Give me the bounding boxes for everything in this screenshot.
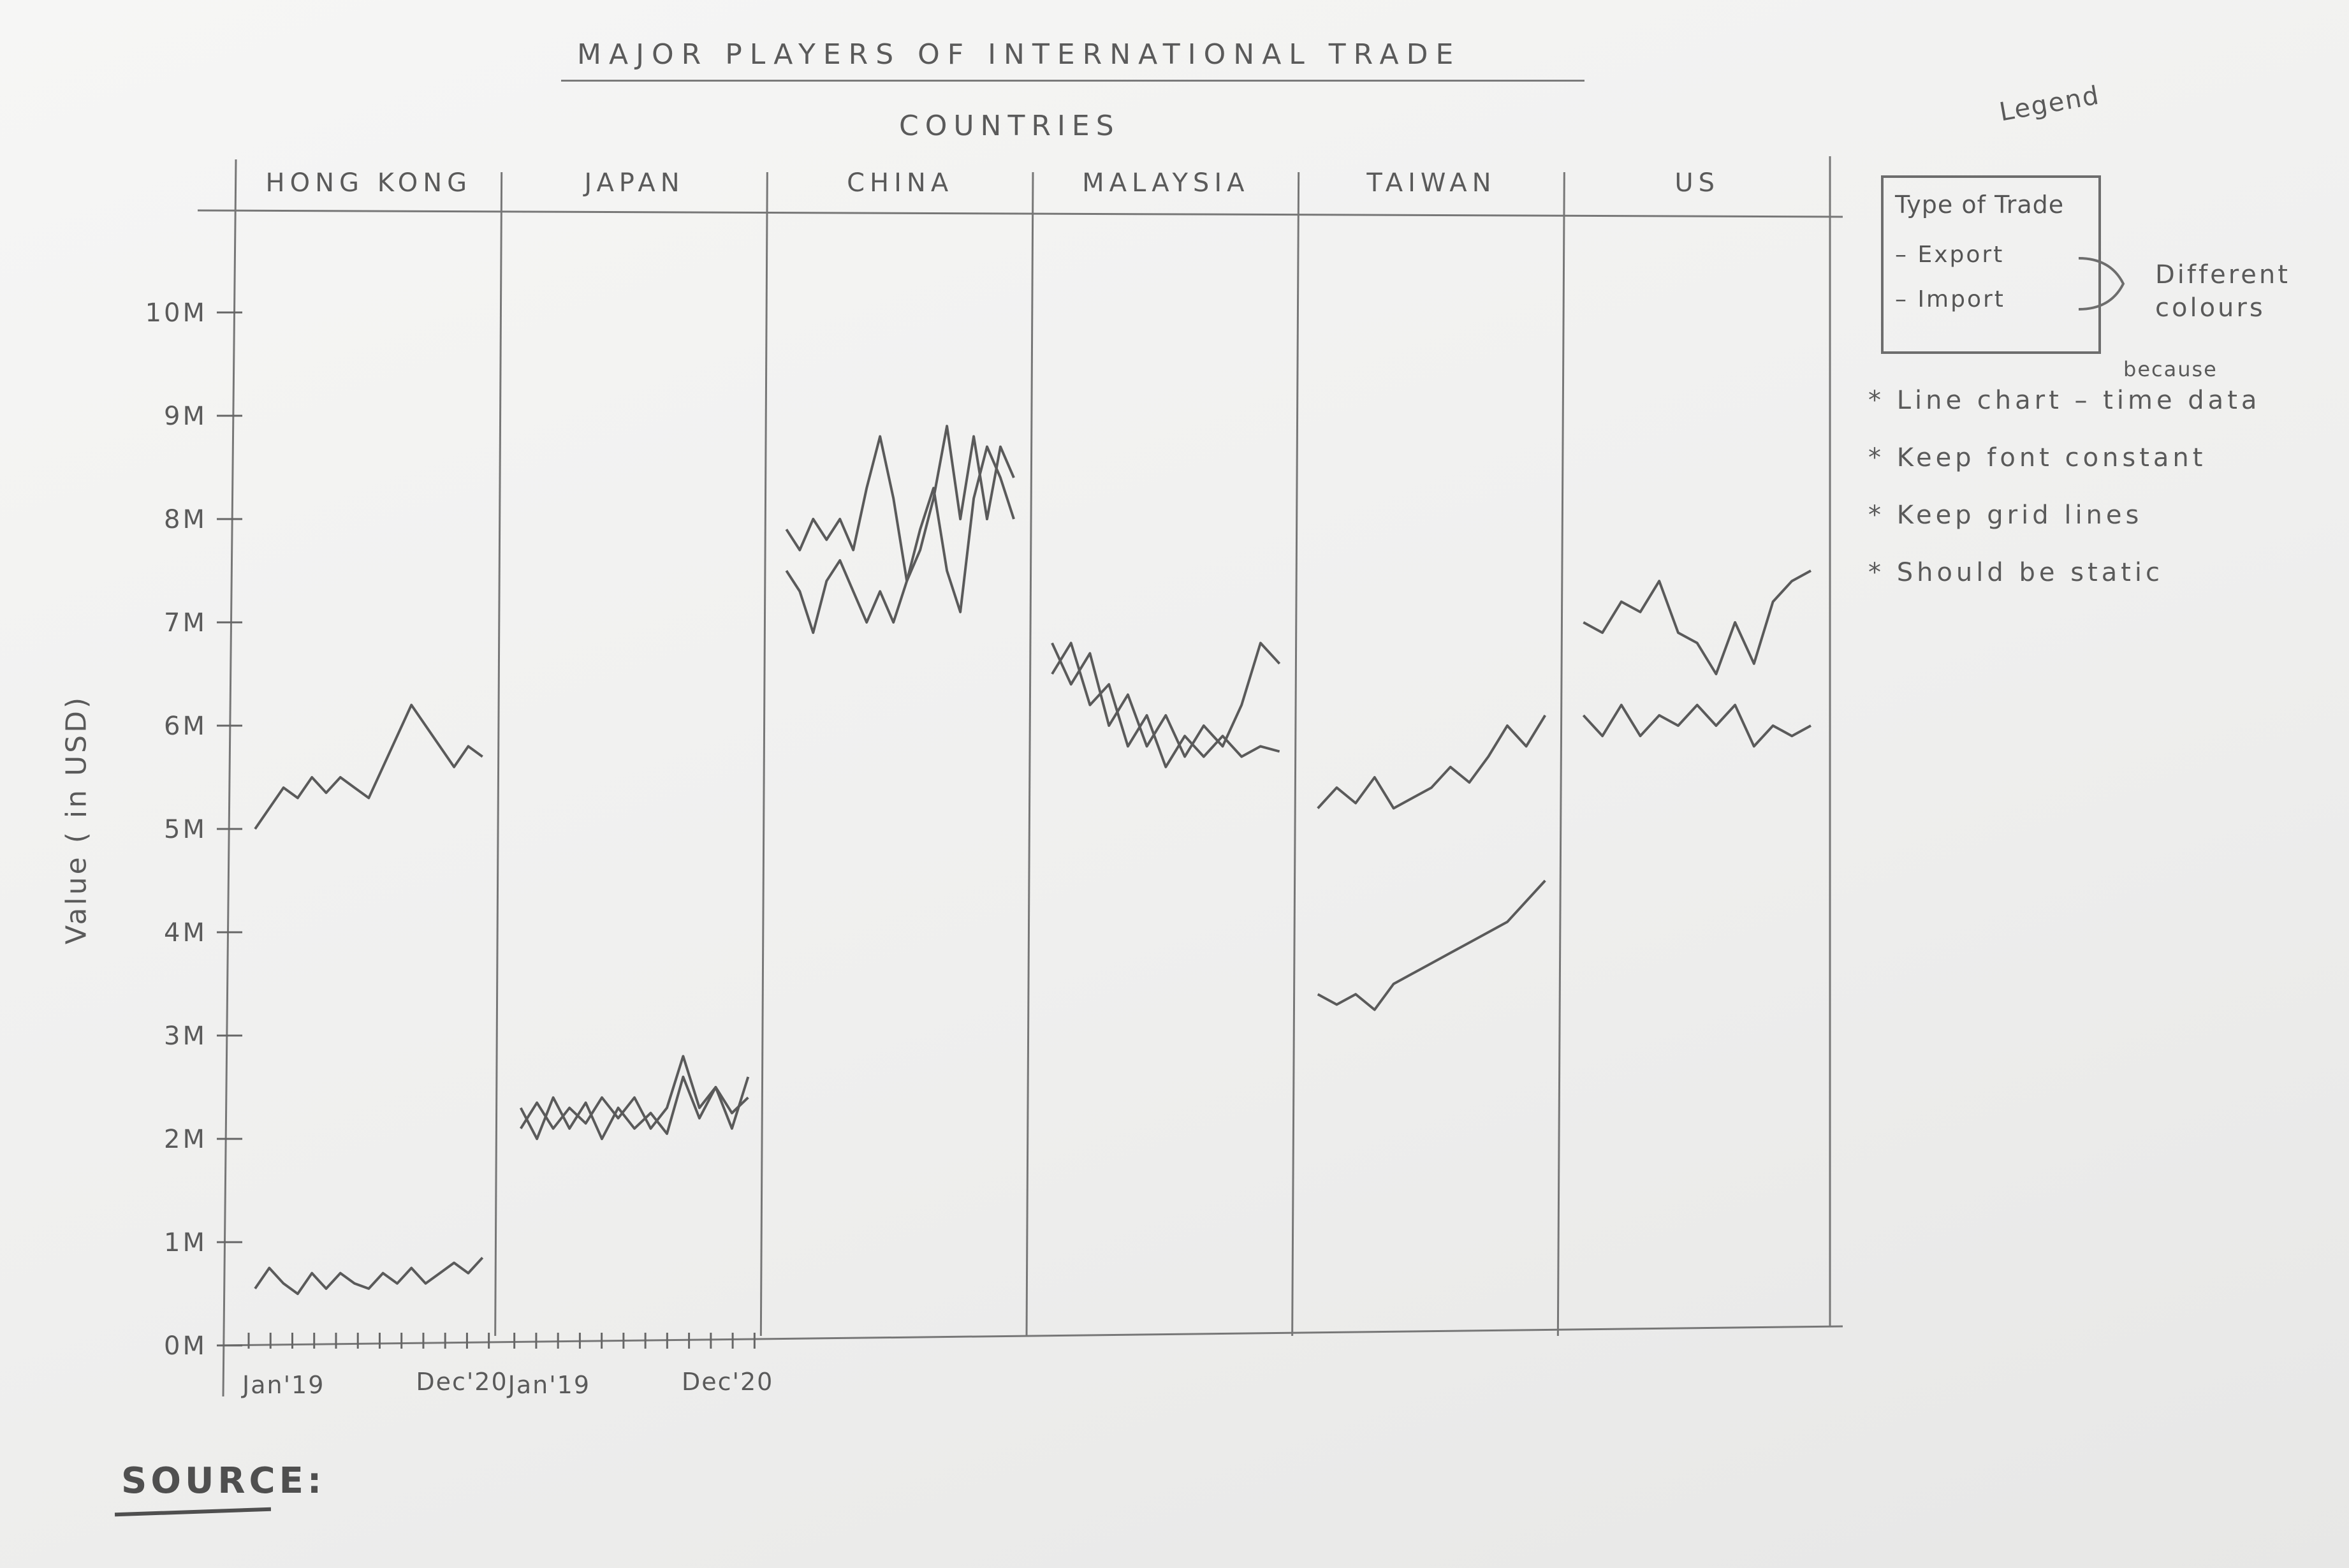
panel-japan: JAPAN Jan'19 Dec'20 [494,168,773,1399]
legend-item-import: – Import [1895,286,2005,312]
x-label-start: Jan'19 [241,1371,325,1399]
panel-china: CHINA [759,168,1015,1337]
series-line-2 [1051,641,1280,768]
y-tick-label: 2M [164,1125,207,1154]
x-label-end: Dec'20 [682,1368,773,1396]
legend-title: Type of Trade [1895,191,2065,219]
panel-divider [759,172,768,1337]
y-tick-label: 5M [164,815,207,844]
facet-header: COUNTRIES [899,110,1120,142]
series-line-1 [1583,569,1811,675]
note-static: * Should be static [1868,558,2164,587]
note-grid: * Keep grid lines [1868,501,2143,530]
note-because: because [2123,357,2218,381]
y-axis: 0M 1M 2M 3M 4M 5M 6M 7M 8M 9M 10M [145,298,242,1361]
note-font: * Keep font constant [1868,443,2207,473]
legend-item-export: – Export [1895,242,2005,268]
series-line-2 [520,1055,749,1130]
x-label-start: Jan'19 [507,1371,590,1399]
panel-header: HONG KONG [266,168,472,198]
y-tick-label: 0M [164,1331,207,1361]
legend-note: Different colours [2155,260,2290,323]
panel-us: US [1556,156,1831,1337]
series-line-2 [1582,703,1811,748]
panel-header: JAPAN [582,168,684,198]
y-tick-label: 1M [164,1228,207,1257]
legend-box: Type of Trade – Export – Import [1881,175,2101,354]
series-line-1 [254,703,483,830]
y-tick-label: 10M [145,298,207,328]
series-line-1 [785,425,1015,583]
y-tick-label: 7M [164,608,207,638]
source-label: SOURCE: [121,1460,326,1502]
y-tick-label: 3M [164,1022,207,1051]
series-line-2 [785,445,1015,634]
panel-divider [494,172,503,1337]
series-line-1 [1317,714,1547,810]
y-tick-label: 4M [164,918,207,948]
panel-header: TAIWAN [1366,168,1496,198]
series-line-1 [519,1075,750,1140]
panel-divider [1291,172,1300,1337]
title-underline [561,80,1584,82]
series-line-2 [1317,879,1546,1011]
panel-header: US [1674,168,1720,198]
x-label-end: Dec'20 [416,1368,508,1396]
y-tick-label: 6M [164,712,207,741]
header-rule [197,209,1843,218]
y-tick-label: 9M [164,402,207,431]
x-axis-line [216,1325,1843,1347]
panel-hong-kong: HONG KONG Jan'19 Dec'20 [241,168,508,1399]
legend-brace [2078,257,2125,311]
y-tick-label: 8M [164,505,207,534]
panel-malaysia: MALAYSIA [1025,168,1281,1337]
y-axis-line [222,159,237,1397]
panel-taiwan: TAIWAN [1291,168,1547,1337]
panel-divider [1556,172,1565,1337]
panel-divider [1025,172,1034,1337]
note-line-chart: * Line chart – time data [1868,386,2261,415]
chart-title: MAJOR PLAYERS OF INTERNATIONAL TRADE [577,38,1461,71]
panel-header: MALAYSIA [1082,168,1249,198]
series-line-2 [254,1256,484,1295]
panel-header: CHINA [847,168,953,198]
chart-frame [197,159,1843,1397]
series-line-1 [1051,641,1281,758]
